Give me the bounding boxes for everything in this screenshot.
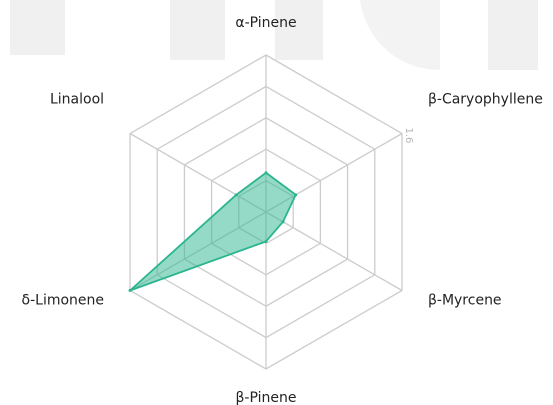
- radar-axis-labels: α-Pinene β-Caryophyllene β-Myrcene β-Pinene…: [22, 15, 543, 405]
- watermark: [10, 0, 538, 71]
- series-area-0: [129, 171, 297, 292]
- axis-label-2: β-Myrcene: [428, 293, 502, 309]
- series-point-2: [281, 220, 285, 224]
- series-point-5: [234, 193, 238, 197]
- axis-label-5: Linalool: [50, 92, 104, 108]
- series-point-1: [294, 193, 298, 197]
- axis-label-1: β-Caryophyllene: [428, 92, 543, 108]
- axis-label-3: β-Pinene: [236, 390, 297, 405]
- axis-label-4: δ-Limonene: [22, 293, 104, 309]
- series-point-3: [264, 239, 268, 243]
- tick-label-0: 1.6: [403, 128, 414, 144]
- grid-spoke-2: [265, 211, 403, 292]
- axis-label-0: α-Pinene: [235, 15, 296, 31]
- series-point-4: [128, 289, 132, 292]
- radar-series: [128, 171, 298, 292]
- series-point-0: [264, 171, 268, 175]
